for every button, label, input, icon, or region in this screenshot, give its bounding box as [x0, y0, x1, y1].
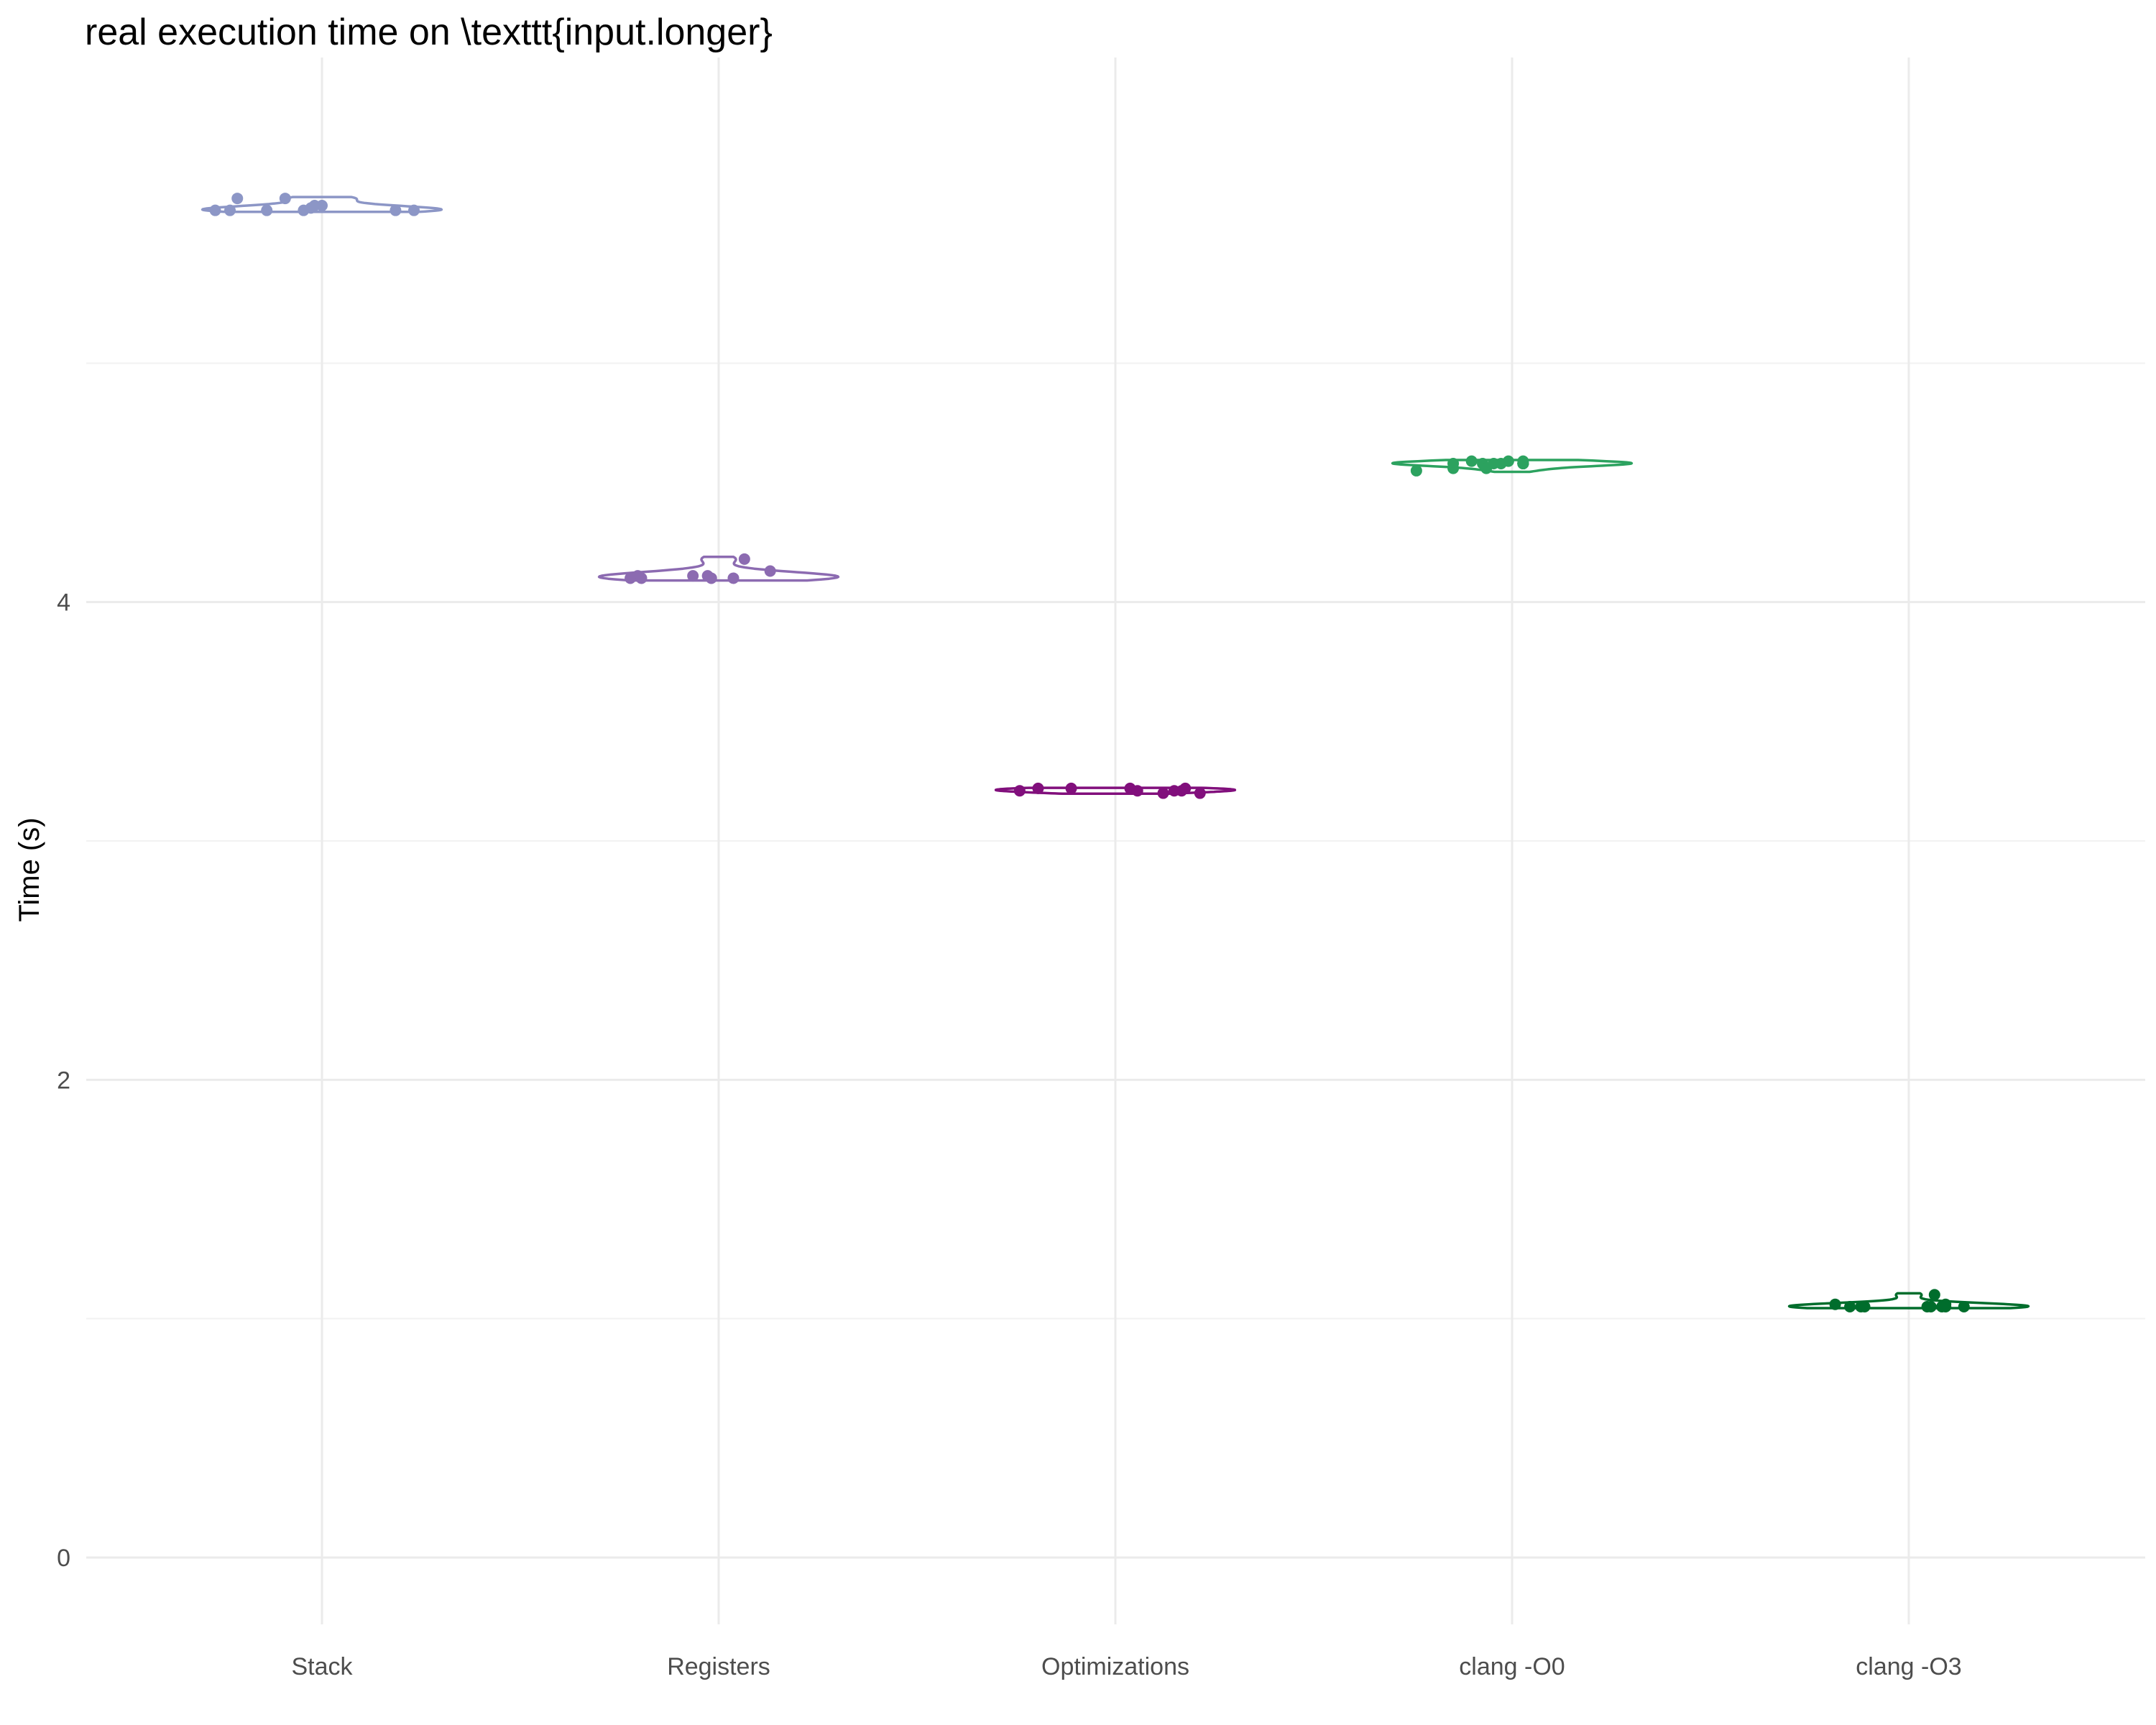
data-point: [1194, 787, 1206, 799]
x-tick-label: clang -O0: [1459, 1653, 1565, 1680]
violin-clang-o0: [1391, 459, 1634, 474]
y-tick-label: 2: [57, 1067, 70, 1094]
data-point: [279, 193, 291, 205]
data-point: [209, 204, 221, 216]
data-point: [1925, 1301, 1937, 1313]
data-point: [390, 204, 402, 216]
data-point: [1502, 455, 1514, 467]
data-point: [408, 204, 420, 216]
data-point: [635, 572, 648, 584]
data-point: [1940, 1298, 1952, 1310]
data-point: [1517, 457, 1529, 469]
data-point: [1928, 1289, 1940, 1301]
y-tick-label: 4: [57, 589, 70, 617]
data-point: [1065, 782, 1077, 794]
chart-title: real execution time on \texttt{input.lon…: [85, 12, 773, 53]
data-point: [738, 553, 750, 565]
gridlines: [86, 58, 2145, 1624]
violin-clang-o3: [1787, 1292, 2030, 1310]
data-point: [1858, 1301, 1871, 1313]
data-point: [1131, 785, 1143, 797]
data-point: [261, 204, 273, 216]
data-point: [1410, 464, 1422, 477]
data-point: [1958, 1301, 1970, 1313]
data-point: [231, 193, 244, 205]
x-tick-label: clang -O3: [1856, 1653, 1961, 1680]
data-point: [1013, 785, 1026, 797]
y-tick-label: 0: [57, 1545, 70, 1572]
data-point: [224, 204, 236, 216]
y-axis-label: Time (s): [14, 817, 45, 921]
x-tick-label: Optimizations: [1041, 1653, 1189, 1680]
data-point: [316, 200, 328, 212]
x-tick-label: Registers: [667, 1653, 770, 1680]
data-points: [209, 193, 1970, 1313]
data-point: [1179, 782, 1192, 794]
data-point: [1157, 787, 1169, 799]
data-point: [687, 570, 699, 582]
data-point: [1844, 1301, 1856, 1313]
data-point: [764, 565, 776, 577]
y-axis-ticks: 0 2 4: [57, 589, 70, 1572]
x-axis-ticks: Stack Registers Optimizations clang -O0 clan…: [291, 1653, 1961, 1680]
data-point: [1447, 457, 1460, 469]
data-point: [705, 572, 717, 584]
data-point: [727, 572, 740, 584]
data-point: [1829, 1298, 1841, 1310]
data-point: [1465, 455, 1478, 467]
data-point: [1032, 782, 1044, 794]
x-tick-label: Stack: [291, 1653, 353, 1680]
